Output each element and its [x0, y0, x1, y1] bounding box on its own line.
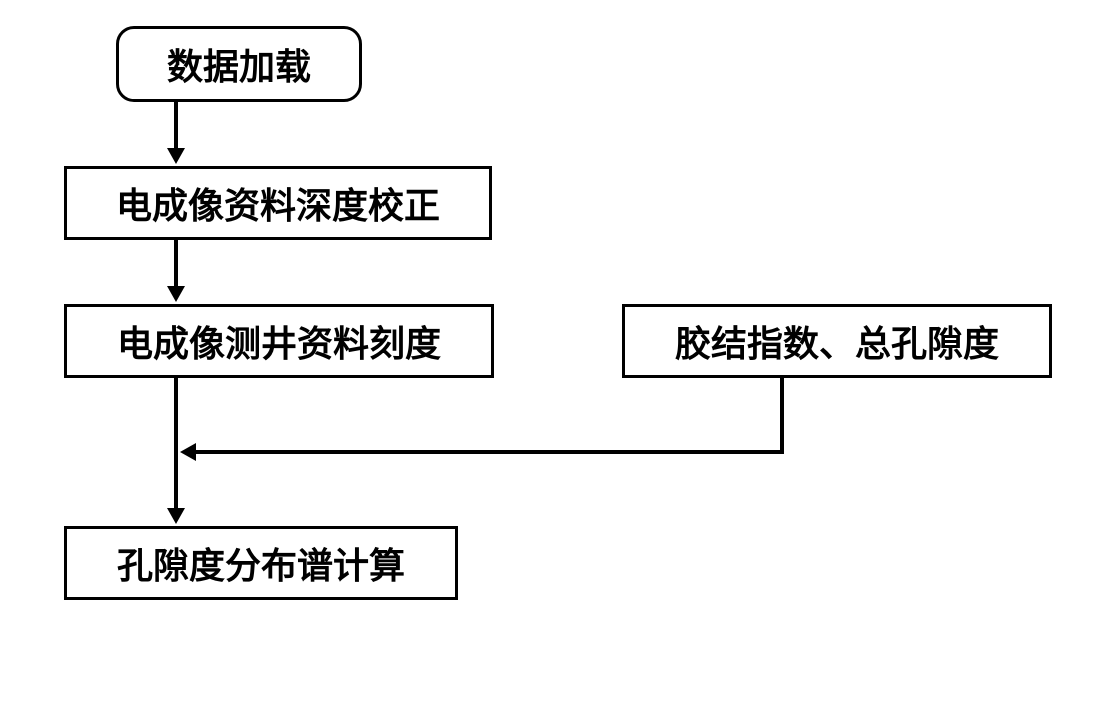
node-data-load: 数据加载	[116, 26, 362, 102]
edge-4-hline	[196, 450, 784, 454]
node-label: 电成像测井资料刻度	[117, 315, 441, 367]
edge-2-head	[167, 286, 185, 302]
edge-4-vline	[780, 378, 784, 454]
node-label: 数据加载	[167, 38, 311, 90]
edge-3-head	[167, 508, 185, 524]
edge-1-line	[174, 102, 178, 150]
edge-1-head	[167, 148, 185, 164]
node-label: 电成像资料深度校正	[116, 177, 440, 229]
edge-2-line	[174, 240, 178, 288]
node-porosity-spectrum: 孔隙度分布谱计算	[64, 526, 458, 600]
node-label: 孔隙度分布谱计算	[117, 537, 405, 589]
edge-4-head	[180, 443, 196, 461]
node-logging-scale: 电成像测井资料刻度	[64, 304, 494, 378]
edge-3-line	[174, 378, 178, 510]
node-cementation-porosity: 胶结指数、总孔隙度	[622, 304, 1052, 378]
node-depth-correction: 电成像资料深度校正	[64, 166, 492, 240]
node-label: 胶结指数、总孔隙度	[675, 315, 999, 367]
